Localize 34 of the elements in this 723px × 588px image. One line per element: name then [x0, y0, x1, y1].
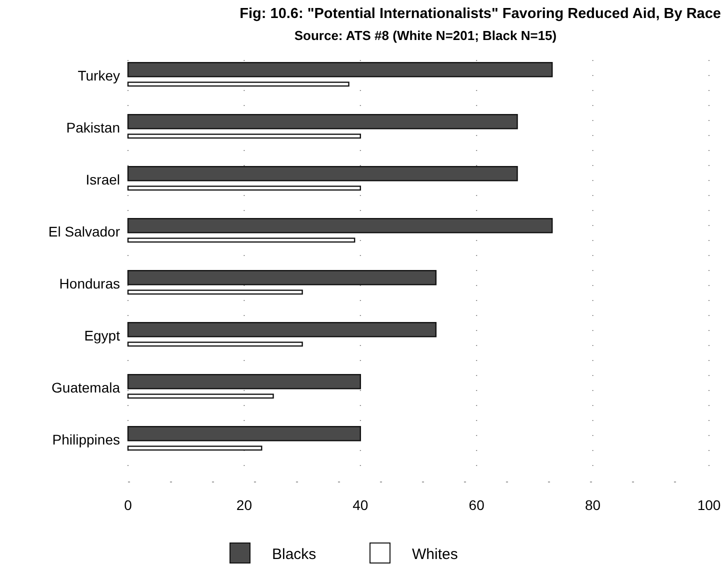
x-tick-label: 40	[352, 497, 368, 513]
bar	[127, 290, 303, 295]
bar	[127, 186, 361, 191]
bar	[127, 270, 437, 286]
bar	[127, 446, 262, 451]
x-tick-label: 80	[585, 497, 601, 513]
y-tick-label: Pakistan	[66, 119, 120, 136]
x-tick-label: 20	[236, 497, 252, 513]
bar	[127, 238, 356, 243]
x-tick-label: 0	[124, 497, 132, 513]
legend-label: Whites	[412, 546, 458, 563]
bar	[127, 374, 361, 390]
bar	[127, 62, 553, 78]
bar	[127, 394, 274, 399]
y-tick-label: Turkey	[78, 67, 120, 84]
bar	[127, 218, 553, 234]
y-tick-label: Philippines	[52, 431, 120, 448]
chart-title: Fig: 10.6: "Potential Internationalists" Favoring Reduced Aid, By Race	[240, 6, 721, 22]
bar	[127, 322, 437, 338]
y-tick-label: Guatemala	[52, 379, 120, 396]
x-tick-label: 60	[468, 497, 485, 513]
bar	[127, 426, 361, 442]
y-tick-label: Egypt	[84, 327, 120, 344]
bar	[127, 114, 518, 130]
bar	[127, 166, 518, 182]
chart-subtitle: Source: ATS #8 (White N=201; Black N=15)	[294, 28, 557, 43]
x-tick-label: 100	[697, 497, 721, 513]
bar	[127, 134, 361, 139]
y-tick-label: El Salvador	[48, 223, 120, 240]
y-tick-label: Israel	[86, 171, 120, 188]
bar	[127, 342, 303, 347]
bar	[127, 82, 350, 87]
y-tick-label: Honduras	[59, 275, 120, 292]
legend-label: Blacks	[272, 546, 316, 563]
